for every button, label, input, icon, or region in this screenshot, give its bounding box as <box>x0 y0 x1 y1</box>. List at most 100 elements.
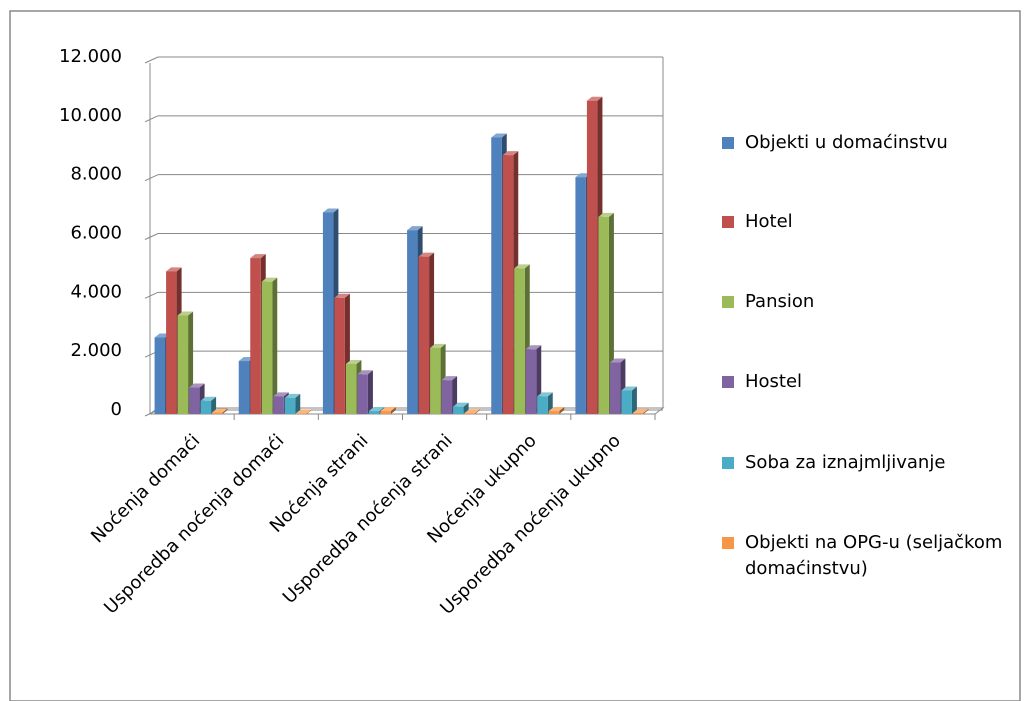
bar-top <box>598 212 614 217</box>
y-tick <box>144 233 159 240</box>
bar <box>261 277 278 414</box>
legend-label: Hostel <box>745 371 803 392</box>
bar-front <box>621 390 632 414</box>
bar-top <box>368 407 385 412</box>
bar-front <box>586 100 598 415</box>
bar-front <box>284 397 296 414</box>
bar-front <box>430 347 441 414</box>
y-tick-label: 8.000 <box>70 164 122 185</box>
bar-top <box>525 345 542 350</box>
bar-side <box>475 409 481 414</box>
bar-front <box>273 396 284 414</box>
legend-label: Objekti na OPG-u (seljačkom domaćinstvu) <box>745 532 1003 579</box>
bar-front <box>380 411 391 414</box>
bar-front <box>525 349 537 414</box>
bar-front <box>177 315 189 414</box>
bar-top <box>166 267 182 272</box>
bar-front <box>189 387 200 414</box>
bar <box>464 409 481 414</box>
y-tick-label: 2.000 <box>70 340 122 361</box>
bar-top <box>453 402 469 407</box>
bar-side <box>631 386 637 414</box>
bar-front <box>453 406 464 414</box>
bar-top <box>621 386 637 391</box>
legend-swatch <box>722 457 734 469</box>
y-tick-label: 4.000 <box>70 281 122 302</box>
bar-top <box>632 408 649 413</box>
bar-front <box>238 361 250 414</box>
bar-top <box>514 264 530 269</box>
y-tick-label: 10.000 <box>59 105 122 126</box>
bar-top <box>261 277 278 282</box>
bar-front <box>166 271 177 414</box>
bar-front <box>632 412 644 414</box>
bar-top <box>380 407 396 412</box>
bar-top <box>491 133 507 138</box>
y-tick <box>144 174 159 182</box>
bar-front <box>441 380 453 414</box>
y-tick-label: 12.000 <box>59 46 122 67</box>
bar-front <box>537 396 548 414</box>
y-tick-label: 0 <box>111 399 122 420</box>
bar-top <box>430 343 446 348</box>
bar-top <box>609 358 626 363</box>
bar <box>380 407 396 414</box>
bar <box>212 408 228 414</box>
legend-label: Soba za iznajmljivanje <box>745 452 946 473</box>
bar <box>284 393 301 414</box>
bar-top <box>357 370 373 375</box>
bar-front <box>609 362 621 414</box>
bar-side <box>211 396 217 414</box>
bar-front <box>357 374 368 414</box>
bar-top <box>296 409 312 414</box>
bar-front <box>407 230 418 414</box>
bar-top <box>200 396 217 401</box>
bar-top <box>273 392 289 397</box>
bar-front <box>575 177 586 414</box>
bar-top <box>502 151 519 156</box>
bar-side <box>367 370 373 414</box>
bar <box>548 407 565 414</box>
bar-front <box>322 212 334 414</box>
y-tick <box>144 291 159 299</box>
bar-side <box>272 277 278 414</box>
bar-side <box>222 408 228 414</box>
legend-label: Hotel <box>745 211 793 232</box>
bar-top <box>334 293 350 298</box>
y-tick <box>144 115 159 123</box>
bar <box>453 402 469 414</box>
bar-side <box>643 408 649 414</box>
bar-top <box>322 208 339 213</box>
bar-top <box>548 407 565 412</box>
bar-top <box>537 392 553 397</box>
bar-front <box>502 155 514 414</box>
bar-front <box>598 216 609 414</box>
bar-front <box>296 413 307 414</box>
y-tick <box>144 56 159 64</box>
bar <box>621 386 637 414</box>
bar <box>537 392 553 414</box>
bar-top <box>464 409 481 414</box>
y-tick-label: 6.000 <box>70 223 122 244</box>
bar <box>357 370 373 414</box>
bar-side <box>547 392 553 414</box>
bar-front <box>154 337 166 414</box>
bar-front <box>464 413 476 414</box>
legend-label: Pansion <box>745 291 815 312</box>
legend-swatch <box>722 137 734 149</box>
bar <box>200 396 217 414</box>
legend-swatch <box>722 296 734 308</box>
bar-top <box>441 376 458 381</box>
legend-swatch <box>722 216 734 228</box>
bar-front <box>548 411 560 414</box>
bar-side <box>559 407 565 414</box>
bar-front <box>261 281 273 414</box>
bar-top <box>345 359 362 364</box>
bar-front <box>200 400 212 414</box>
bar-front <box>514 268 525 414</box>
legend-swatch <box>722 376 734 388</box>
bar-top <box>418 252 435 257</box>
legend-swatch <box>722 537 734 549</box>
